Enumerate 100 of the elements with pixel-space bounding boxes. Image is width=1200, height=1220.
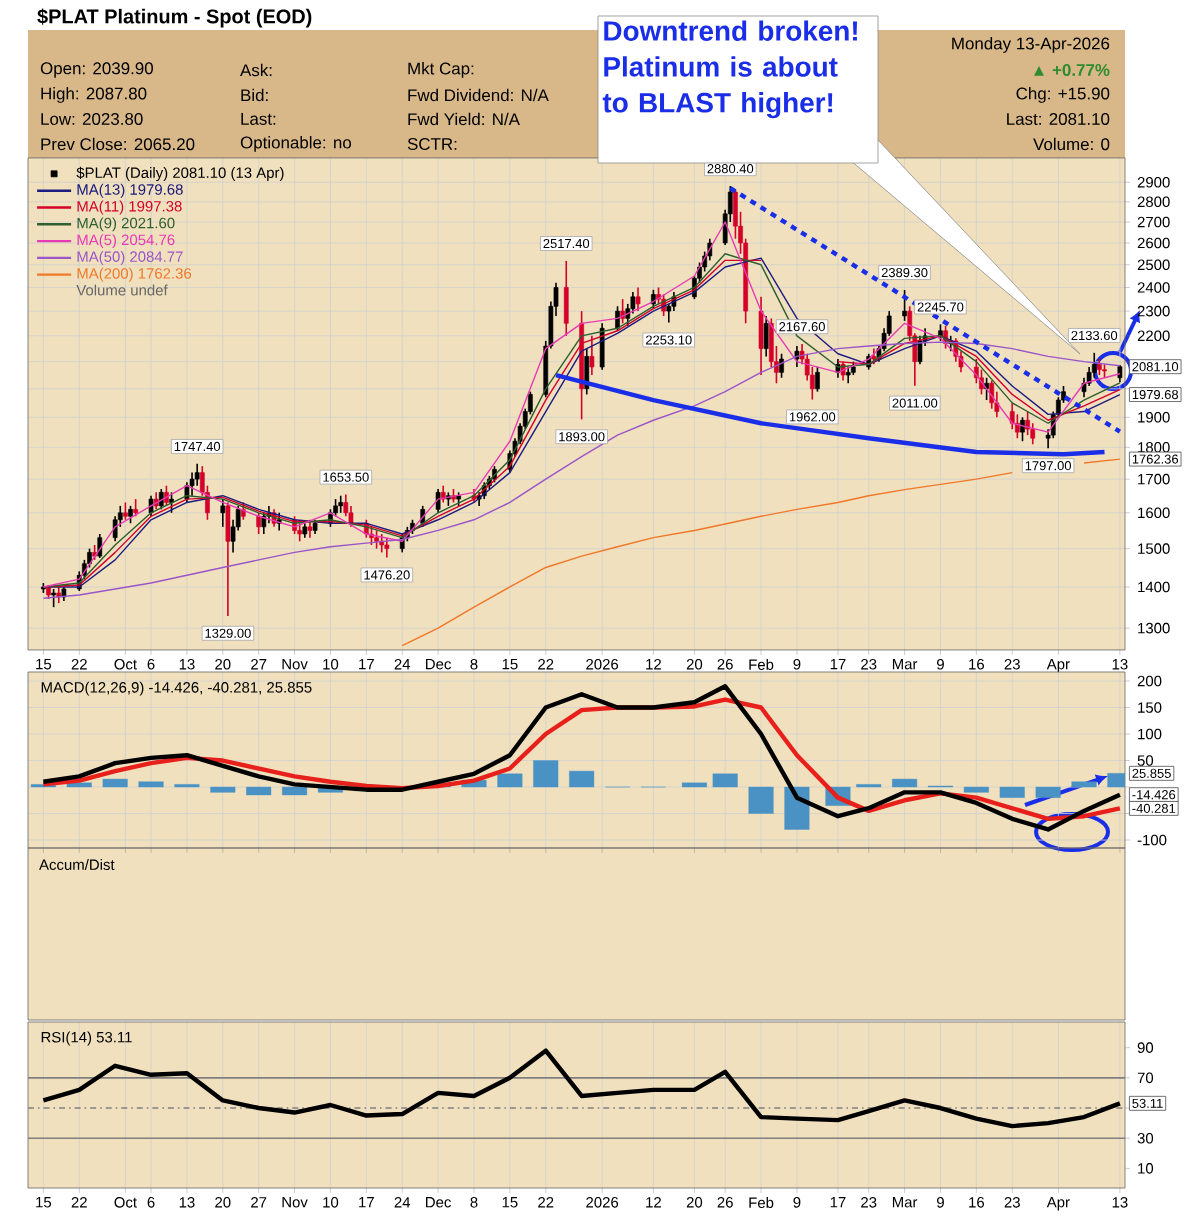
x-tick-label: 6: [147, 1197, 155, 1208]
y-tick-label: 1300: [1138, 622, 1170, 634]
x-tick-label: 22: [538, 1197, 554, 1208]
annotation: Volume undef: [76, 284, 168, 296]
candlestick: [635, 286, 641, 312]
legend-label: MA(13) 1979.68: [77, 183, 183, 198]
candlestick: [1009, 402, 1015, 430]
bar: [533, 760, 559, 788]
x-tick-label: 15: [502, 658, 518, 670]
line-series: [41, 1048, 1123, 1129]
y-tick-label: 150: [1138, 702, 1162, 713]
x-tick-label: Nov: [282, 1197, 308, 1208]
candlestick: [1015, 413, 1020, 440]
bar: [681, 782, 707, 788]
bar: [748, 786, 774, 814]
x-tick-label: 17: [830, 1197, 846, 1208]
y-tick-label: 2500: [1137, 259, 1170, 271]
x-tick-label: 23: [861, 1197, 877, 1208]
text: Chg: +15.90: [1016, 87, 1110, 103]
bar: [102, 778, 128, 788]
x-tick-label: Mar: [892, 1197, 918, 1208]
annotation: 1329.00: [205, 628, 251, 638]
annotation: 1653.50: [323, 472, 369, 482]
bar: [282, 786, 308, 796]
candlestick: [220, 498, 226, 528]
x-tick-label: 2026: [586, 1197, 619, 1208]
candlestick: [815, 366, 820, 393]
x-tick-label: 23: [1004, 658, 1020, 670]
candlestick: [620, 298, 625, 325]
text: High: 2087.80: [41, 87, 147, 103]
x-tick-label: Feb: [749, 658, 774, 670]
x-tick-label: 10: [323, 1197, 339, 1208]
annotation: 53.11: [1132, 1098, 1163, 1108]
x-tick-label: 20: [686, 1197, 703, 1208]
x-tick-label: 15: [502, 1197, 518, 1208]
text: Ask:: [240, 63, 272, 77]
bar: [999, 786, 1025, 798]
x-tick-label: Dec: [426, 1197, 451, 1208]
candlestick: [902, 289, 907, 322]
legend-label: $PLAT (Daily) 2081.10 (13 Apr): [76, 166, 284, 181]
y-tick-label: 1500: [1138, 543, 1170, 554]
annotation: 2133.60: [1071, 330, 1118, 341]
legend-label: MA(9) 2021.60: [77, 217, 175, 232]
y-tick-label: -100: [1137, 834, 1167, 846]
legend-label: MA(200) 1762.36: [77, 267, 192, 282]
bar: [712, 773, 738, 788]
annotation: 25.855: [1132, 768, 1171, 778]
bar: [174, 784, 200, 788]
x-tick-label: Apr: [1046, 1197, 1070, 1211]
x-tick-label: 20: [215, 1197, 231, 1208]
candlestick: [169, 491, 174, 514]
x-tick-label: Oct: [114, 658, 137, 670]
x-tick-label: 9: [937, 1197, 944, 1208]
bar: [1035, 786, 1061, 798]
candlestick: [435, 488, 441, 514]
x-tick-label: 23: [1004, 1197, 1020, 1208]
y-tick-label: 50: [1137, 755, 1154, 766]
y-tick-label: 30: [1137, 1132, 1154, 1144]
annotation: -40.281: [1132, 803, 1176, 813]
annotation: 1962.00: [789, 412, 836, 422]
x-tick-label: 6: [147, 658, 155, 670]
y-tick-label: 10: [1138, 1163, 1154, 1174]
candlestick: [256, 511, 262, 535]
x-tick-label: 13: [1112, 658, 1128, 670]
y-tick-label: 1700: [1138, 473, 1170, 485]
legend-label: MA(5) 2054.76: [77, 234, 175, 249]
y-tick-label: 2800: [1137, 196, 1170, 208]
text: MACD(12,26,9) -14.426, -40.281, 25.855: [41, 681, 312, 696]
text: Fwd Yield: N/A: [408, 112, 520, 126]
bar: [569, 770, 595, 788]
y-tick-label: 2200: [1137, 330, 1170, 342]
candlestick: [589, 335, 595, 376]
annotation: 2880.40: [707, 164, 754, 174]
x-tick-label: Mar: [892, 658, 918, 670]
annotation: 2253.10: [646, 335, 692, 345]
x-tick-label: 22: [71, 658, 87, 670]
annotation: 1979.68: [1132, 389, 1179, 400]
y-tick-label: 1400: [1138, 581, 1170, 593]
bar: [856, 784, 882, 788]
x-tick-label: 20: [686, 658, 703, 670]
x-tick-label: 17: [359, 1197, 374, 1208]
x-tick-label: 15: [36, 658, 52, 670]
bar: [497, 773, 523, 788]
y-tick-label: 2600: [1137, 237, 1170, 249]
x-tick-label: 16: [969, 1197, 985, 1208]
annotation: 2245.70: [917, 302, 964, 312]
x-tick-label: 13: [179, 1197, 195, 1208]
y-tick-label: 2900: [1137, 177, 1170, 188]
x-tick-label: 12: [646, 658, 661, 670]
x-tick-label: 13: [1112, 1197, 1128, 1208]
x-tick-label: Feb: [749, 1197, 774, 1209]
x-tick-label: 8: [470, 658, 478, 670]
candlestick: [651, 288, 656, 310]
text: Last: 2081.10: [1007, 113, 1110, 125]
x-tick-label: Oct: [114, 1197, 137, 1208]
y-tick-label: 1600: [1138, 507, 1170, 519]
x-tick-label: Nov: [282, 658, 308, 670]
text: Monday 13-Apr-2026: [952, 37, 1110, 53]
text: Volume: 0: [1033, 137, 1110, 151]
text: Prev Close: 2065.20: [41, 137, 195, 151]
